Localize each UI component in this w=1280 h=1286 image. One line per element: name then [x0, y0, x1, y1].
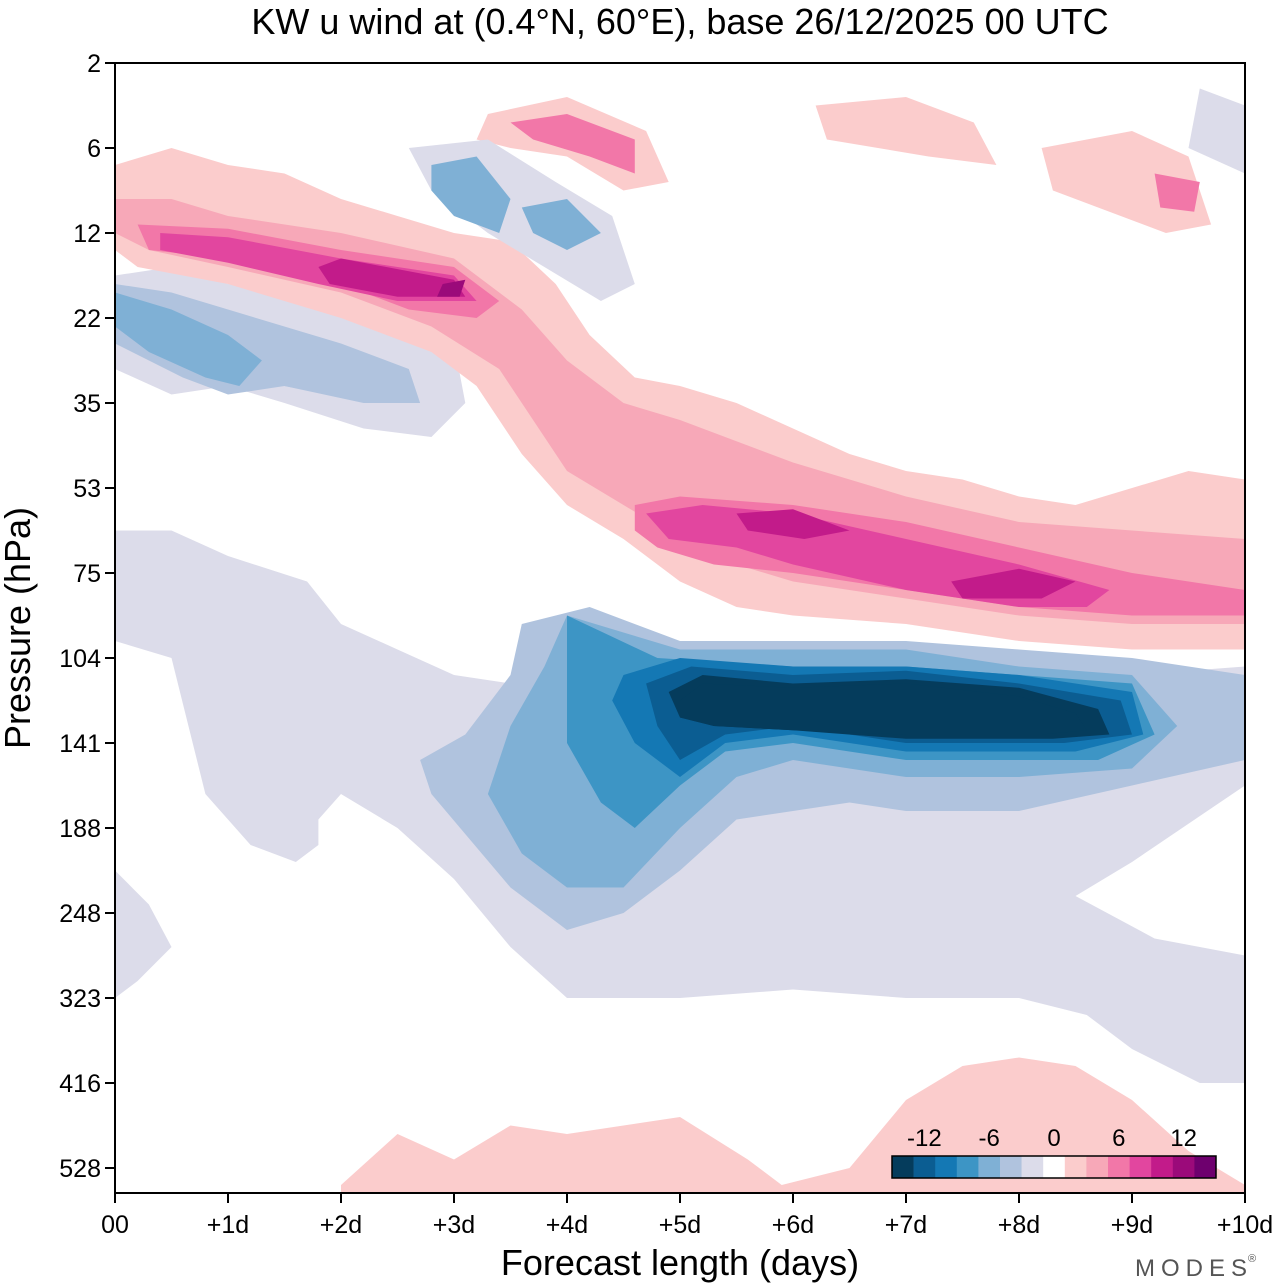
easterly-envelope-surface	[115, 870, 172, 998]
y-tick-label-188: 188	[59, 815, 101, 843]
colorbar-swatch-2	[935, 1156, 958, 1178]
westerly-band-8	[736, 509, 850, 539]
easterly-upper-early-4	[284, 352, 364, 395]
westerly-band-7	[318, 258, 466, 297]
westerly-upper-e	[1154, 173, 1200, 212]
colorbar-frame	[891, 1155, 1217, 1179]
colorbar-swatch-11	[1129, 1156, 1152, 1178]
y-tick-label-6: 6	[87, 135, 101, 163]
colorbar-swatch-13	[1172, 1156, 1195, 1178]
colorbar-swatch-9	[1086, 1156, 1109, 1178]
x-tick-label-10: +10d	[1217, 1211, 1273, 1239]
y-tick-label-141: 141	[59, 730, 101, 758]
y-tick-label-22: 22	[73, 305, 101, 333]
y-axis: 2 6 12 22 35 53 75 104 141 188 248 323 416 528	[59, 50, 115, 1183]
x-axis: 00 +1d +2d +3d +4d +5d +6d +7d +8d +9d +10d	[101, 1193, 1273, 1239]
contour-field	[115, 88, 1245, 1193]
colorbar-label-2: 0	[1047, 1125, 1060, 1152]
modes-logo-mark: ®	[1248, 1253, 1256, 1265]
y-tick-label-528: 528	[59, 1155, 101, 1183]
x-tick-label-7: +7d	[885, 1211, 927, 1239]
colorbar-label-0: -12	[907, 1125, 942, 1152]
x-tick-label-8: +8d	[998, 1211, 1040, 1239]
x-tick-label-2: +2d	[320, 1211, 362, 1239]
x-axis-title: Forecast length (days)	[501, 1242, 859, 1283]
y-tick-label-323: 323	[59, 985, 101, 1013]
colorbar-swatch-3	[956, 1156, 979, 1178]
x-tick-label-3: +3d	[433, 1211, 475, 1239]
easterly-strat-mid-2	[431, 156, 511, 233]
colorbar-swatch-8	[1064, 1156, 1087, 1178]
y-tick-label-75: 75	[73, 560, 101, 588]
y-axis-title: Pressure (hPa)	[0, 507, 38, 749]
colorbar-label-1: -6	[979, 1125, 1000, 1152]
y-tick-label-416: 416	[59, 1070, 101, 1098]
easterly-upper-right	[1188, 88, 1245, 174]
colorbar: -12 -6 0 6 12	[891, 1125, 1217, 1179]
colorbar-swatch-4	[978, 1156, 1001, 1178]
x-tick-label-0: 00	[101, 1211, 129, 1239]
easterly-upper-early-3	[115, 292, 262, 386]
colorbar-swatch-5	[1000, 1156, 1022, 1178]
x-tick-label-5: +5d	[659, 1211, 701, 1239]
colorbar-label-3: 6	[1112, 1125, 1125, 1152]
westerly-band-9	[951, 568, 1076, 599]
chart-title: KW u wind at (0.4°N, 60°E), base 26/12/2…	[251, 1, 1108, 42]
modes-logo: MODES	[1135, 1255, 1253, 1282]
easterly-strat-mid-3	[521, 199, 601, 250]
colorbar-swatch-12	[1151, 1156, 1174, 1178]
colorbar-swatch-14	[1194, 1156, 1217, 1178]
y-tick-label-2: 2	[87, 50, 101, 78]
easterly-mid-core	[680, 683, 1087, 735]
y-tick-label-53: 53	[73, 475, 101, 503]
colorbar-swatch-10	[1108, 1156, 1130, 1178]
x-tick-label-6: +6d	[772, 1211, 814, 1239]
colorbar-label-4: 12	[1170, 1125, 1197, 1152]
y-tick-label-12: 12	[73, 220, 101, 248]
x-tick-label-9: +9d	[1111, 1211, 1153, 1239]
westerly-upper-b	[510, 114, 635, 174]
westerly-upper-c	[815, 97, 997, 165]
colorbar-swatch-6	[1021, 1156, 1044, 1178]
y-tick-label-104: 104	[59, 645, 101, 673]
x-tick-label-4: +4d	[546, 1211, 588, 1239]
colorbar-swatch-1	[913, 1156, 936, 1178]
y-tick-label-248: 248	[59, 900, 101, 928]
colorbar-swatch-0	[892, 1156, 914, 1178]
y-tick-label-35: 35	[73, 390, 101, 418]
westerly-peak-1	[437, 279, 466, 297]
x-tick-label-1: +1d	[207, 1211, 249, 1239]
colorbar-swatch-7	[1043, 1156, 1066, 1178]
